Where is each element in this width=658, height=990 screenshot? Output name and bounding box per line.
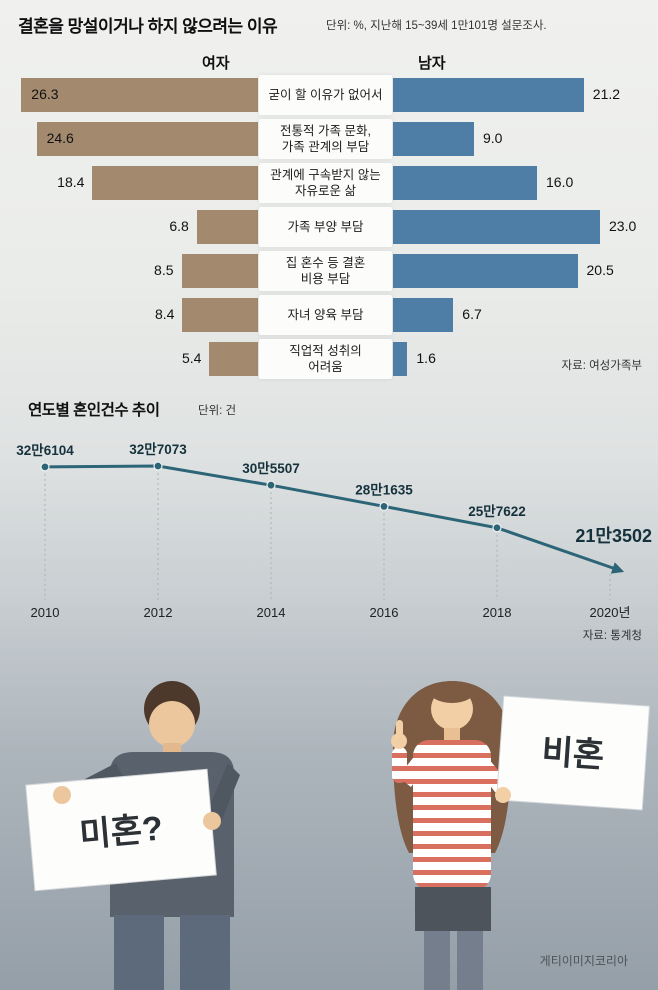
bar-chart-subtitle: 단위: %, 지난해 15~39세 1만101명 설문조사. <box>326 20 547 32</box>
male-value: 6.7 <box>462 306 482 322</box>
female-value: 24.6 <box>46 130 74 146</box>
value-label: 28만1635 <box>355 482 413 497</box>
woman-sign-text: 비혼 <box>540 733 605 775</box>
male-column-header: 남자 <box>418 55 446 72</box>
year-label: 2020년 <box>590 605 631 620</box>
image-credit: 게티이미지코리아 <box>539 954 628 968</box>
female-value: 5.4 <box>181 350 202 366</box>
value-label: 32만7073 <box>129 442 187 457</box>
line-chart-unit: 단위: 건 <box>198 405 237 417</box>
male-value: 23.0 <box>609 218 637 234</box>
tornado-row: 6.8 가족 부양 부담 23.0 <box>0 207 658 247</box>
woman-right-hand <box>495 787 511 803</box>
female-bar <box>182 298 258 332</box>
male-bar <box>393 122 474 156</box>
female-bar <box>196 210 258 244</box>
male-value: 1.6 <box>416 350 436 366</box>
data-point <box>266 480 276 490</box>
female-value: 6.8 <box>169 218 189 234</box>
female-value: 8.4 <box>154 306 175 322</box>
female-bar <box>92 166 258 200</box>
line-chart: 32만6104 32만7073 30만5507 28만1635 25만7622 21만35… <box>16 442 652 620</box>
man-right-leg <box>180 915 230 990</box>
female-bar <box>21 78 258 112</box>
value-label: 32만6104 <box>16 443 74 458</box>
data-point <box>492 523 502 533</box>
woman-sign: 비혼 <box>496 695 650 811</box>
year-label: 2012 <box>144 605 173 620</box>
category-label: 굳이 할 이유가 없어서 <box>259 75 392 115</box>
male-bar <box>393 254 578 288</box>
female-bar <box>209 342 258 376</box>
bar-chart-source: 자료: 여성가족부 <box>561 360 642 372</box>
male-bar <box>393 78 584 112</box>
value-label: 25만7622 <box>468 504 525 519</box>
woman-left-forearm <box>392 747 407 783</box>
value-label: 21만3502 <box>575 526 652 546</box>
category-label: 전통적 가족 문화, 가족 관계의 부담 <box>259 119 392 159</box>
year-label: 2018 <box>483 605 512 620</box>
man-face <box>149 701 195 747</box>
woman-right-leg <box>457 927 483 990</box>
tornado-row: 5.4 직업적 성취의 어려움 1.6 <box>0 339 658 379</box>
category-label: 가족 부양 부담 <box>259 207 392 247</box>
man-right-hand <box>203 812 221 830</box>
male-bar <box>393 166 537 200</box>
male-value: 16.0 <box>546 174 574 190</box>
data-point <box>379 501 389 512</box>
male-bar <box>393 298 454 332</box>
tornado-row: 26.3 굳이 할 이유가 없어서 21.2 <box>0 75 658 115</box>
category-label: 직업적 성취의 어려움 <box>259 339 392 379</box>
man-sign: 미혼? <box>25 768 217 892</box>
category-label: 집 혼수 등 결혼 비용 부담 <box>259 251 392 291</box>
bar-chart-title: 결혼을 망설이거나 하지 않으려는 이유 <box>18 17 278 36</box>
woman-fringe <box>430 681 474 703</box>
year-label: 2010 <box>31 605 60 620</box>
male-bar <box>393 210 600 244</box>
woman-pointing-finger <box>396 720 403 744</box>
male-value: 21.2 <box>592 86 621 102</box>
trend-line <box>44 464 625 574</box>
couple-illustration: 미혼? 비혼 <box>25 681 650 990</box>
data-point <box>40 462 50 472</box>
value-label: 30만5507 <box>242 461 299 476</box>
man-left-hand <box>53 786 71 804</box>
female-value: 8.5 <box>154 262 174 278</box>
data-point <box>153 461 163 471</box>
line-chart-title: 연도별 혼인건수 추이 <box>28 402 160 419</box>
woman-skirt <box>415 887 491 931</box>
category-label: 관계에 구속받지 않는 자유로운 삶 <box>259 163 392 203</box>
male-value: 9.0 <box>483 130 503 146</box>
woman-left-leg <box>424 927 450 990</box>
man-left-leg <box>114 915 164 990</box>
woman-torso <box>413 740 491 890</box>
female-bar <box>36 122 258 156</box>
year-label: 2014 <box>257 605 286 620</box>
man-right-arm <box>204 763 240 827</box>
male-value: 20.5 <box>586 262 614 278</box>
male-bar <box>393 342 408 376</box>
woman-figure: 비혼 <box>391 681 650 990</box>
category-label: 자녀 양육 부담 <box>259 295 392 335</box>
tornado-row: 8.4 자녀 양육 부담 6.7 <box>0 295 658 335</box>
female-bar <box>181 254 258 288</box>
man-sign-text: 미혼? <box>78 809 164 854</box>
tornado-row: 8.5 집 혼수 등 결혼 비용 부담 20.5 <box>0 251 658 291</box>
year-label: 2016 <box>370 605 399 620</box>
tornado-row: 18.4 관계에 구속받지 않는 자유로운 삶 16.0 <box>0 163 658 203</box>
female-column-header: 여자 <box>202 55 230 72</box>
woman-sign-board <box>496 695 650 811</box>
woman-neck <box>444 728 460 741</box>
tornado-row: 24.6 전통적 가족 문화, 가족 관계의 부담 9.0 <box>0 119 658 159</box>
female-value: 26.3 <box>31 86 59 102</box>
line-chart-source: 자료: 통계청 <box>582 630 642 642</box>
tornado-chart: 26.3 굳이 할 이유가 없어서 21.2 24.6 전통적 가족 문화, 가족 관계… <box>0 75 658 380</box>
man-figure: 미혼? <box>25 681 240 990</box>
female-value: 18.4 <box>57 174 85 190</box>
